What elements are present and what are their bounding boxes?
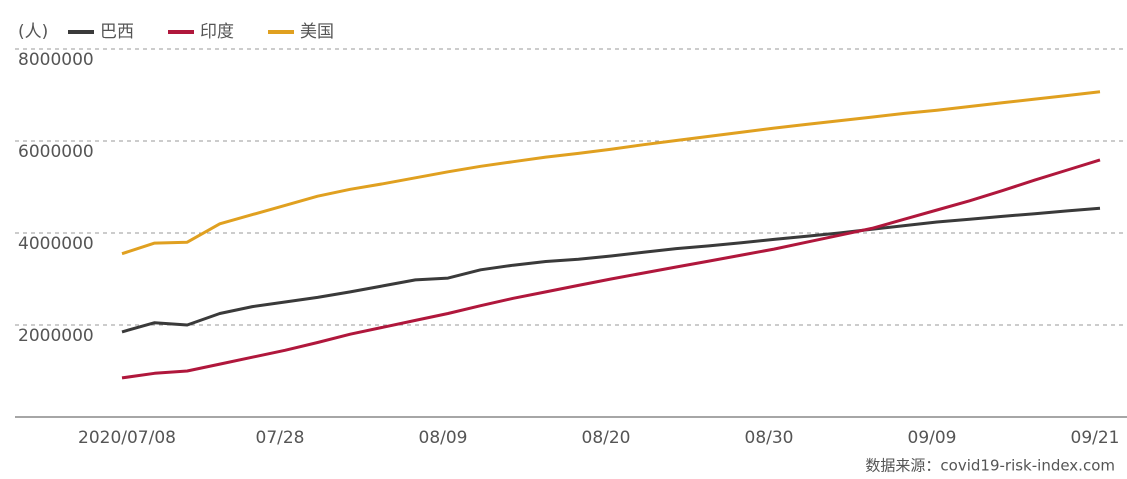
unit-label: (人) [18, 22, 48, 42]
source: 数据来源：covid19-risk-index.com [865, 457, 1115, 475]
x-tick-label: 08/20 [582, 428, 631, 448]
y-tick-label: 6000000 [18, 142, 94, 162]
series-line [121, 206, 1101, 334]
series-line [121, 90, 1101, 256]
x-tick-label: 08/09 [419, 428, 468, 448]
y-tick-label: 4000000 [18, 234, 94, 254]
x-tick-label: 09/21 [1071, 428, 1120, 448]
legend-label: 美国 [300, 22, 334, 42]
y-tick-label: 8000000 [18, 50, 94, 70]
legend-label: 印度 [200, 22, 234, 42]
legend-label: 巴西 [100, 22, 134, 42]
x-tick-label: 2020/07/08 [78, 428, 176, 448]
series-line [121, 158, 1101, 380]
x-tick-label: 09/09 [908, 428, 957, 448]
y-tick-label: 2000000 [18, 326, 94, 346]
x-tick-label: 07/28 [256, 428, 305, 448]
x-tick-label: 08/30 [745, 428, 794, 448]
